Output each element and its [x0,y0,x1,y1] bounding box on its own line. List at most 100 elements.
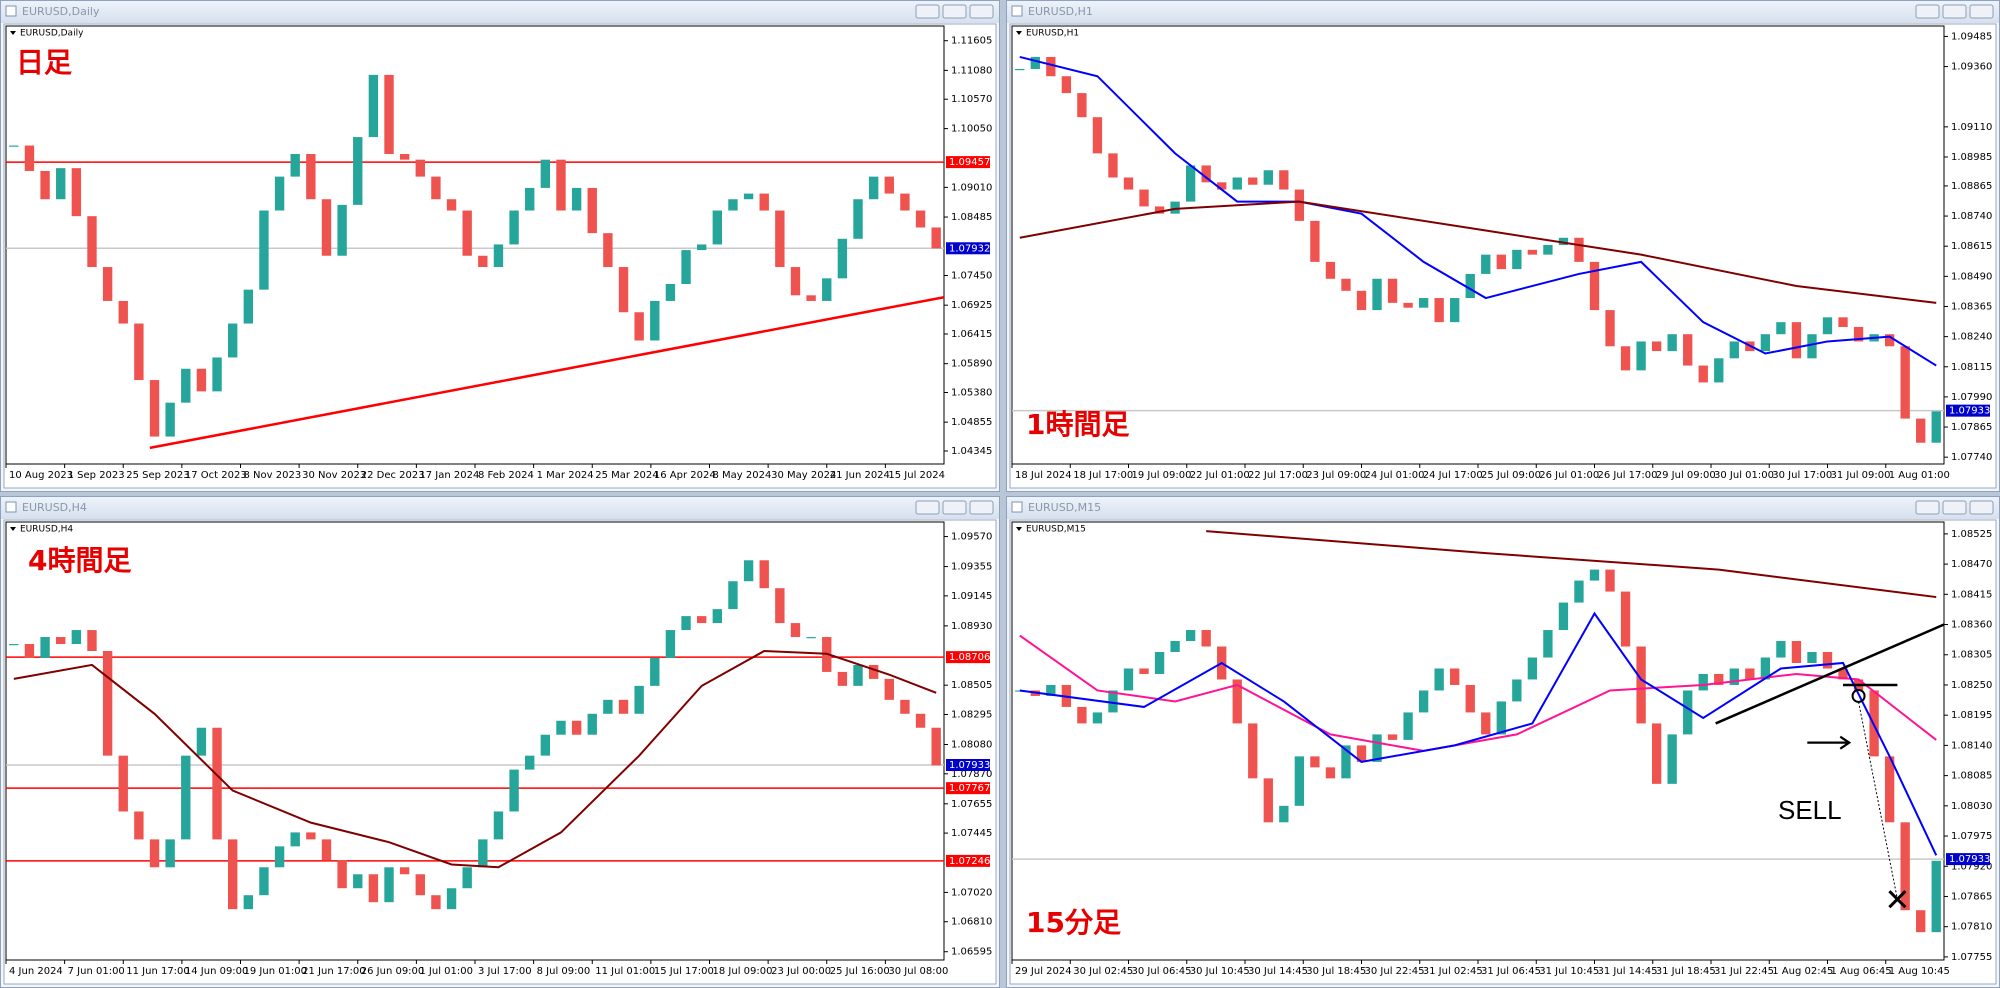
maximize-button[interactable] [942,500,967,515]
candle [1807,652,1817,663]
x-tick-label: 30 May 2024 [771,470,836,481]
candle [1574,237,1584,262]
candle [446,888,457,910]
candle [1434,668,1444,691]
candle [1310,220,1320,262]
y-tick-label: 1.05890 [951,359,992,370]
candle [1434,298,1444,323]
candle [24,644,35,658]
candle [1481,712,1491,735]
candle [1294,756,1305,806]
candle [634,312,644,341]
candle [743,193,754,200]
candle [837,238,848,279]
minimize-button[interactable] [1915,4,1940,19]
candle [134,811,144,840]
x-tick-label: 31 Jul 18:45 [1656,966,1716,977]
candle [87,630,97,651]
x-tick-label: 8 Nov 2023 [244,470,302,481]
candle [1636,341,1646,371]
maximize-button[interactable] [1942,500,1967,515]
candle [1372,734,1382,762]
y-tick-label: 1.10050 [951,124,992,135]
minimize-button[interactable] [915,500,940,515]
candle [696,244,707,251]
candle [181,755,191,840]
candle [915,210,926,228]
candle [1248,723,1258,779]
candle [415,874,425,896]
candle [525,755,535,770]
moving-average [1206,530,1937,599]
candle [1496,254,1506,270]
close-button[interactable] [1969,500,1994,515]
price-tag-label: 1.07933 [949,760,990,771]
candle [603,233,613,268]
candle [290,154,300,177]
candle [1776,322,1786,335]
marker-arrow [1807,735,1852,750]
candle [1465,273,1475,299]
candle [931,727,941,766]
x-tick-label: 3 Jul 17:00 [478,966,532,977]
candle [384,74,394,155]
y-tick-label: 1.08740 [1951,211,1992,222]
maximize-button[interactable] [942,4,967,19]
x-tick-label: 10 Aug 2023 [9,470,73,481]
price-tag-label: 1.07767 [949,783,990,794]
x-tick-label: 1 Jul 01:00 [419,966,473,977]
candle [1791,322,1802,359]
y-tick-label: 1.06595 [951,947,992,958]
candle [1620,346,1631,371]
title-bar [1,1,999,23]
marker-cross [1888,890,1907,909]
x-tick-label: 26 Jul 17:00 [1598,470,1658,481]
x-tick-label: 7 Jun 01:00 [68,966,125,977]
minimize-button[interactable] [1915,500,1940,515]
y-tick-label: 1.08295 [951,709,992,720]
y-tick-label: 1.04345 [951,446,992,457]
candle [102,267,113,301]
candle [1822,652,1833,669]
close-button[interactable] [1969,4,1994,19]
candle [853,664,863,686]
y-tick-label: 1.09145 [951,591,992,602]
x-tick-label: 30 Jul 10:45 [1190,966,1250,977]
candle [806,295,816,301]
candle [1092,712,1103,724]
candle [9,644,19,646]
symbol-arrow [1016,527,1022,531]
close-button[interactable] [969,4,994,19]
symbol-label: EURUSD,M15 [1026,525,1086,535]
candle [353,874,363,889]
candle [868,176,879,200]
x-tick-label: 15 Jul 2024 [888,470,945,481]
candle [243,895,254,910]
candle [1108,153,1118,178]
candle [1698,365,1708,383]
candle [1450,668,1460,685]
y-tick-label: 1.09570 [951,532,992,543]
candle [1123,668,1134,691]
close-button[interactable] [969,500,994,515]
y-tick-label: 1.07740 [1951,452,1992,463]
x-tick-label: 4 Jun 2024 [9,966,63,977]
candle [1387,734,1398,740]
candle [1123,177,1134,190]
y-tick-label: 1.07020 [951,887,992,898]
candle [1279,805,1289,823]
chart-window: EURUSD,M15 1.08525 1.08470 1.08415 1.08360 1.… [1006,496,2000,988]
candle [1776,641,1786,658]
candle [1341,278,1351,291]
candle [1232,177,1242,190]
candle [618,267,629,313]
minimize-button[interactable] [915,4,940,19]
candle [337,860,347,889]
candle [337,204,347,256]
y-tick-label: 1.08140 [1951,740,1992,751]
candle [1356,290,1367,311]
maximize-button[interactable] [1942,4,1967,19]
y-tick-label: 1.07450 [951,271,992,282]
window-icon [1011,5,1023,17]
candle [712,210,723,245]
